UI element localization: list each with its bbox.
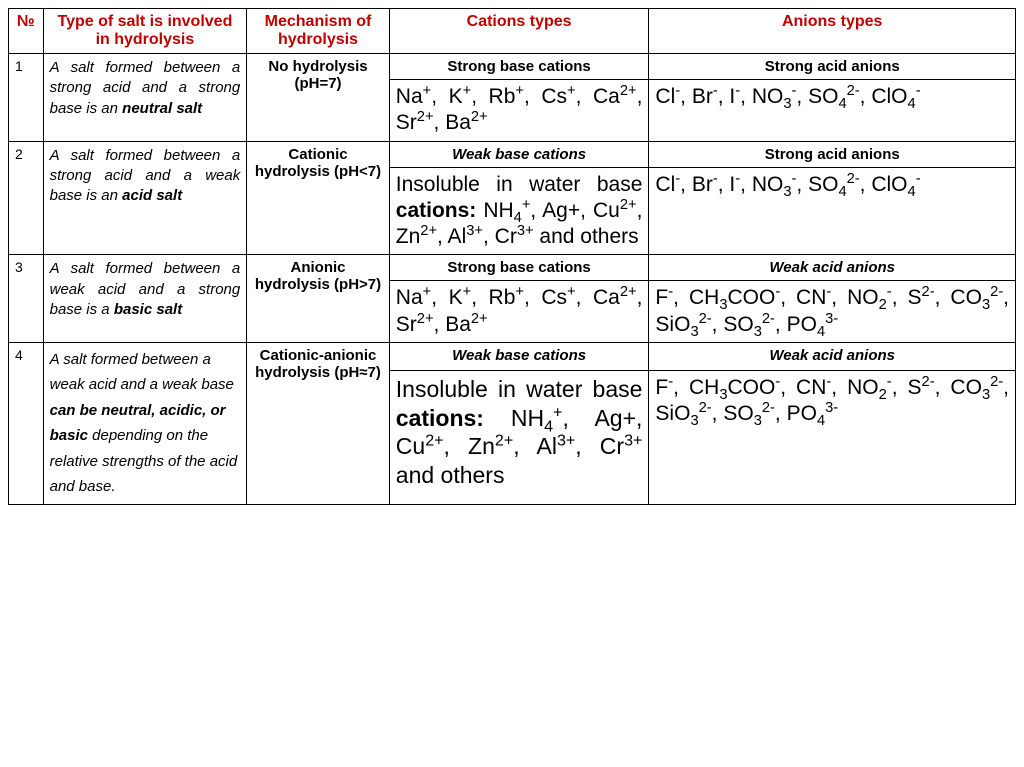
- salt-type-description: A salt formed between a strong acid and …: [43, 54, 247, 142]
- header-cat: Cations types: [389, 9, 649, 54]
- mechanism: No hydrolysis (pH=7): [247, 54, 390, 142]
- table-row: 4A salt formed between a weak acid and a…: [9, 342, 1016, 370]
- anions-list: F-, CH3COO-, CN-, NO2-, S2-, CO32-, SiO3…: [649, 281, 1016, 343]
- hydrolysis-table: № Type of salt is involved in hydrolysis…: [8, 8, 1016, 505]
- cations-list: Na+, K+, Rb+, Cs+, Ca2+, Sr2+, Ba2+: [389, 80, 649, 142]
- cations-list: Insoluble in water base cations: NH4+, A…: [389, 370, 649, 504]
- anions-list: Cl-, Br-, I-, NO3-, SO42-, ClO4-: [649, 80, 1016, 142]
- header-type: Type of salt is involved in hydrolysis: [43, 9, 247, 54]
- anions-subheader: Strong acid anions: [649, 54, 1016, 80]
- salt-type-description: A salt formed between a strong acid and …: [43, 141, 247, 255]
- cations-subheader: Strong base cations: [389, 54, 649, 80]
- anions-list: F-, CH3COO-, CN-, NO2-, S2-, CO32-, SiO3…: [649, 370, 1016, 504]
- mechanism: Cationic-anionic hydrolysis (pH≈7): [247, 342, 390, 504]
- cations-list: Na+, K+, Rb+, Cs+, Ca2+, Sr2+, Ba2+: [389, 281, 649, 343]
- anions-subheader: Weak acid anions: [649, 342, 1016, 370]
- mechanism: Anionic hydrolysis (pH>7): [247, 255, 390, 343]
- anions-subheader: Weak acid anions: [649, 255, 1016, 281]
- header-mech: Mechanism of hydrolysis: [247, 9, 390, 54]
- salt-type-description: A salt formed between a weak acid and a …: [43, 342, 247, 504]
- table-row: 1A salt formed between a strong acid and…: [9, 54, 1016, 80]
- row-number: 1: [9, 54, 44, 142]
- header-row: № Type of salt is involved in hydrolysis…: [9, 9, 1016, 54]
- salt-type-description: A salt formed between a weak acid and a …: [43, 255, 247, 343]
- anions-subheader: Strong acid anions: [649, 141, 1016, 167]
- header-an: Anions types: [649, 9, 1016, 54]
- table-row: 3A salt formed between a weak acid and a…: [9, 255, 1016, 281]
- row-number: 2: [9, 141, 44, 255]
- cations-subheader: Weak base cations: [389, 141, 649, 167]
- cations-list: Insoluble in water base cations: NH4+, A…: [389, 167, 649, 255]
- table-body: 1A salt formed between a strong acid and…: [9, 54, 1016, 505]
- cations-subheader: Strong base cations: [389, 255, 649, 281]
- cations-subheader: Weak base cations: [389, 342, 649, 370]
- table-row: 2A salt formed between a strong acid and…: [9, 141, 1016, 167]
- row-number: 3: [9, 255, 44, 343]
- anions-list: Cl-, Br-, I-, NO3-, SO42-, ClO4-: [649, 167, 1016, 255]
- row-number: 4: [9, 342, 44, 504]
- mechanism: Cationic hydrolysis (pH<7): [247, 141, 390, 255]
- header-num: №: [9, 9, 44, 54]
